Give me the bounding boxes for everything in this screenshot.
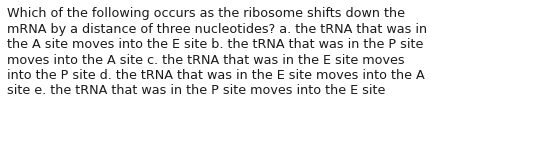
Text: moves into the A site c. the tRNA that was in the E site moves: moves into the A site c. the tRNA that w… bbox=[7, 53, 405, 66]
Text: mRNA by a distance of three nucleotides? a. the tRNA that was in: mRNA by a distance of three nucleotides?… bbox=[7, 23, 427, 36]
Text: the A site moves into the E site b. the tRNA that was in the P site: the A site moves into the E site b. the … bbox=[7, 38, 424, 51]
Text: into the P site d. the tRNA that was in the E site moves into the A: into the P site d. the tRNA that was in … bbox=[7, 69, 425, 82]
Text: Which of the following occurs as the ribosome shifts down the: Which of the following occurs as the rib… bbox=[7, 7, 405, 20]
Text: site e. the tRNA that was in the P site moves into the E site: site e. the tRNA that was in the P site … bbox=[7, 85, 386, 98]
